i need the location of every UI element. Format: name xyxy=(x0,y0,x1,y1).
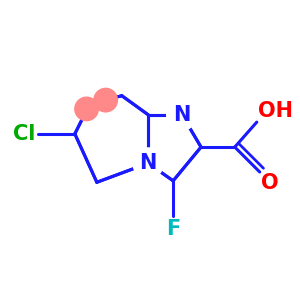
Text: N: N xyxy=(140,153,157,173)
Text: OH: OH xyxy=(258,101,293,121)
Circle shape xyxy=(167,100,197,130)
Circle shape xyxy=(94,88,117,112)
Text: F: F xyxy=(166,219,180,239)
Text: Cl: Cl xyxy=(13,124,35,144)
Circle shape xyxy=(133,148,164,178)
Circle shape xyxy=(75,97,98,121)
Text: N: N xyxy=(173,105,190,125)
Text: O: O xyxy=(261,173,279,194)
